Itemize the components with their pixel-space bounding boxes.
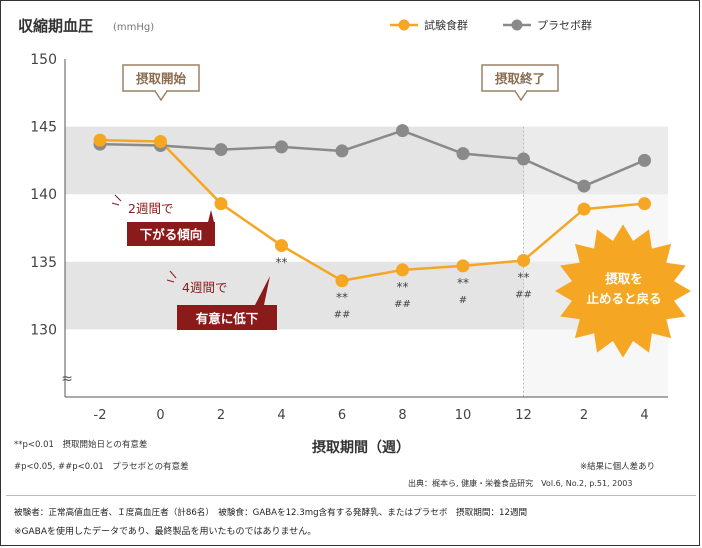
data-point-test <box>335 274 349 288</box>
legend-marker-placebo <box>511 19 523 31</box>
x-tick-label: 4 <box>640 408 648 423</box>
x-tick-label: 2 <box>217 408 225 423</box>
legend-label-placebo: プラセボ群 <box>537 18 592 32</box>
significance-marks: ** ** ## ** ## ** # ** ## <box>276 256 532 321</box>
x-tick-labels: -2 0 2 4 6 8 10 12 2 4 <box>94 408 649 423</box>
data-point-placebo <box>214 143 228 157</box>
data-point-placebo <box>638 153 651 167</box>
y-tick-label: 145 <box>30 120 57 136</box>
chart-title: 収縮期血圧 <box>18 17 93 35</box>
series-line-test <box>99 138 645 283</box>
burst-line2: 止めると戻る <box>586 291 661 306</box>
footnote-significance-placebo: #p<0.05, ##p<0.01 プラセボとの有意差 <box>14 462 189 472</box>
y-tick-label: 150 <box>30 52 57 68</box>
footnote-individual: ※結果に個人差あり <box>580 462 656 472</box>
data-point-test <box>638 197 651 211</box>
x-tick-label: 2 <box>580 408 588 423</box>
significance-p01: ** <box>336 291 348 305</box>
data-point-test <box>396 263 409 277</box>
burst-line1: 摂取を <box>605 271 643 286</box>
callout-4weeks-line1: 4週間で <box>182 280 227 295</box>
significance-placebo: ## <box>334 310 351 321</box>
x-axis-label: 摂取期間（週） <box>312 439 410 456</box>
y-tick-labels: 130 135 140 145 150 <box>30 52 57 338</box>
y-tick-label: 130 <box>30 322 57 338</box>
callout-4weeks: 4週間で 有意に低下 <box>166 270 277 330</box>
data-point-test <box>456 259 470 273</box>
significance-p01: ** <box>457 276 469 290</box>
data-point-placebo <box>335 144 349 158</box>
data-point-test <box>154 134 167 148</box>
y-tick-label: 140 <box>30 187 57 203</box>
legend-label-test: 試験食群 <box>424 18 468 32</box>
x-tick-label: 10 <box>455 408 472 423</box>
footnote-separator <box>6 495 696 496</box>
series-line-placebo <box>99 129 645 188</box>
data-point-placebo <box>456 147 470 161</box>
x-tick-label: 0 <box>156 408 164 423</box>
footnote-significance-start: **p<0.01 摂取開始日との有意差 <box>14 440 148 450</box>
intake-start-label: 摂取開始 <box>122 64 200 102</box>
y-tick-label: 135 <box>30 255 57 271</box>
significance-placebo: ## <box>515 289 532 300</box>
x-tick-label: 6 <box>338 408 346 423</box>
data-point-placebo <box>275 140 288 154</box>
data-point-placebo <box>396 124 409 138</box>
data-point-test <box>93 133 107 147</box>
intake-end-label: 摂取終了 <box>481 64 559 102</box>
study-description: 被験者：正常高値血圧者、Ｉ度高血圧者（計86名） 被験食：GABAを12.3mg… <box>14 508 528 518</box>
series-points-placebo <box>93 124 651 193</box>
significance-placebo: # <box>459 295 467 306</box>
rebound-burst: 摂取を 止めると戻る <box>555 224 691 358</box>
x-tick-label: 12 <box>515 408 532 423</box>
data-point-test <box>214 197 228 211</box>
burst-shape <box>555 224 691 358</box>
intake-start-text: 摂取開始 <box>136 71 187 86</box>
axis-break-icon: ≈ <box>61 371 73 387</box>
data-point-test <box>577 202 591 216</box>
x-tick-label: -2 <box>94 408 107 423</box>
disclaimer: ※GABAを使用したデータであり、最終製品を用いたものではありません。 <box>14 527 317 537</box>
significance-p01: ** <box>276 256 288 270</box>
series-points-test <box>93 133 651 288</box>
data-point-test <box>517 253 530 267</box>
callout-2weeks-box <box>127 210 215 246</box>
callout-4weeks-box <box>177 276 277 330</box>
x-tick-label: 8 <box>398 408 406 423</box>
significance-p01: ** <box>518 270 530 284</box>
data-point-placebo <box>577 179 591 193</box>
intake-end-text: 摂取終了 <box>495 71 545 86</box>
legend: 試験食群 プラセボ群 <box>390 18 592 32</box>
legend-marker-test <box>398 19 410 31</box>
data-point-test <box>275 239 288 253</box>
data-point-placebo <box>517 152 530 166</box>
callout-2weeks-line1: 2週間で <box>128 201 173 216</box>
callout-2weeks-line2: 下がる傾向 <box>140 227 203 242</box>
chart-unit: (mmHg) <box>113 22 154 33</box>
footnote-source: 出典：梶本ら, 健康・栄養食品研究 Vol.6, No.2, p.51, 200… <box>408 479 633 488</box>
x-tick-label: 4 <box>277 408 285 423</box>
significance-p01: ** <box>397 280 409 294</box>
callout-2weeks: 2週間で 下がる傾向 <box>111 194 215 246</box>
callout-4weeks-line2: 有意に低下 <box>196 311 259 326</box>
significance-placebo: ## <box>394 299 411 310</box>
